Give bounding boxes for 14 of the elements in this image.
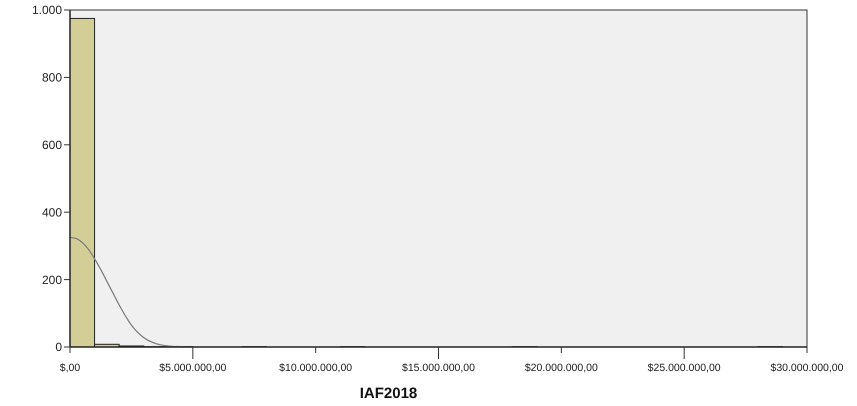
y-tick-label: 200 (42, 272, 62, 287)
x-tick-label: $,00 (60, 362, 80, 374)
y-tick-label: 400 (42, 205, 62, 220)
y-tick-label: 1.000 (32, 3, 62, 18)
x-axis-title: IAF2018 (360, 385, 418, 402)
x-tick-label: $25.000.000,00 (648, 362, 721, 374)
x-tick-label: $20.000.000,00 (524, 362, 598, 374)
y-tick-label: 800 (42, 70, 62, 85)
x-tick-label: $5.000.000,00 (159, 362, 227, 374)
x-tick-label: $30.000.000,00 (770, 362, 844, 374)
x-tick-label: $15.000.000,00 (402, 362, 476, 374)
y-tick-label: 600 (42, 138, 62, 152)
y-tick-label: 0 (55, 340, 62, 354)
x-tick-label: $10.000.000,00 (279, 362, 352, 374)
